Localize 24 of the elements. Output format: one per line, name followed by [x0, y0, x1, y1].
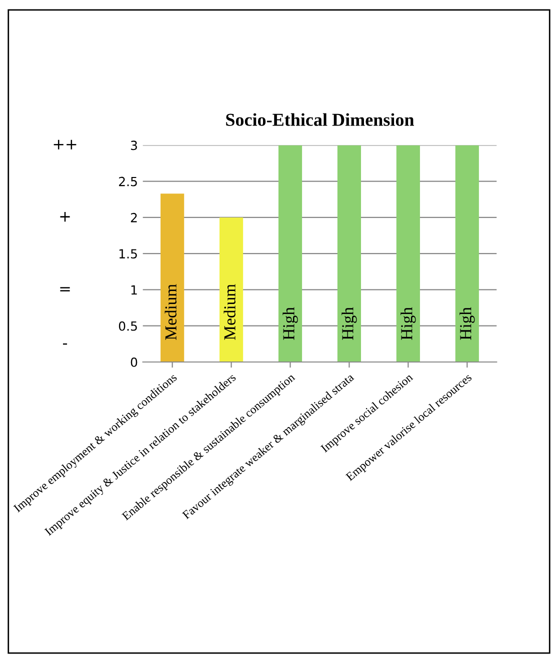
data-label: High	[282, 307, 298, 340]
bar	[396, 145, 420, 362]
bar	[278, 145, 302, 362]
bar	[220, 217, 244, 362]
data-label: Medium	[164, 284, 176, 340]
text: ++	[54, 140, 76, 150]
data-label: Medium	[224, 284, 236, 340]
bar	[455, 145, 479, 362]
data-label: High	[400, 307, 416, 340]
text: =	[60, 287, 70, 292]
data-label: High	[460, 307, 475, 340]
y-tick-label: 1.5	[119, 249, 137, 259]
chart-title: Socio-Ethical Dimension	[226, 113, 414, 126]
data-label: High	[342, 307, 357, 340]
text: -	[63, 343, 68, 345]
y-tick-label: 0	[130, 357, 138, 367]
y-tick-label: 1	[131, 285, 137, 294]
bar	[337, 145, 362, 362]
bar	[160, 194, 184, 362]
text: +	[60, 212, 70, 222]
y-tick-label: 2	[130, 212, 137, 222]
y-tick-label: 3	[130, 140, 137, 150]
y-tick-label: 2.5	[119, 176, 137, 186]
y-tick-label: 0.5	[118, 321, 137, 331]
